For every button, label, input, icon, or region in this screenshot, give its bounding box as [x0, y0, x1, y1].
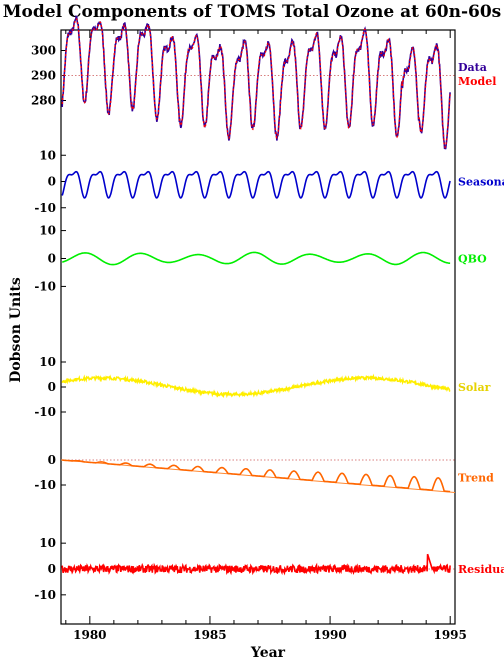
y-tick-label: 0 — [48, 252, 56, 266]
x-tick-label: 1990 — [313, 628, 346, 642]
series-line-trend — [62, 459, 451, 493]
y-tick-label: 0 — [48, 380, 56, 394]
y-tick-label: -10 — [34, 478, 56, 492]
series-label-seasonal: Seasonal — [458, 176, 504, 189]
series-label-data: Data — [458, 61, 487, 74]
series-label-solar: Solar — [458, 381, 491, 394]
x-tick-label: 1980 — [73, 628, 106, 642]
panel-trend: 0 -10 Trend — [34, 453, 494, 493]
y-tick-label: 10 — [39, 224, 56, 238]
chart-title: Model Components of TOMS Total Ozone at … — [2, 2, 502, 22]
series-line-data — [61, 15, 451, 150]
y-tick-label: -10 — [34, 588, 56, 602]
series-line-seasonal — [61, 170, 451, 199]
x-axis: 1980 1985 1990 1995 — [65, 30, 467, 642]
y-tick-label: 0 — [48, 562, 56, 576]
y-axis-label: Dobson Units — [8, 277, 24, 383]
plot-border — [60, 29, 456, 625]
y-tick-label: 290 — [31, 69, 56, 83]
series-line-residual — [61, 553, 451, 576]
y-tick-label: -10 — [34, 279, 56, 293]
x-tick-label: 1995 — [433, 628, 466, 642]
panel-residual: 10 0 -10 Residual — [34, 536, 504, 602]
panel-seasonal: 10 0 -10 Seasonal — [34, 148, 504, 215]
series-line-model — [61, 18, 451, 149]
x-tick-label: 1985 — [193, 628, 226, 642]
series-line-solar — [61, 373, 451, 399]
y-tick-label: -10 — [34, 405, 56, 419]
y-tick-label: 280 — [31, 94, 56, 108]
series-line-qbo — [62, 251, 451, 266]
y-tick-label: 10 — [39, 536, 56, 550]
series-label-trend: Trend — [458, 472, 494, 485]
x-axis-label: Year — [250, 645, 286, 661]
y-tick-label: 0 — [48, 175, 56, 189]
y-tick-label: 10 — [39, 148, 56, 162]
series-label-model: Model — [458, 75, 496, 88]
y-tick-label: 300 — [31, 44, 56, 58]
panel-qbo: 10 0 -10 QBO — [34, 224, 487, 294]
y-tick-label: 10 — [39, 355, 56, 369]
y-tick-label: -10 — [34, 201, 56, 215]
panel-solar: 10 0 -10 Solar — [34, 355, 490, 419]
series-label-residual: Residual — [458, 563, 504, 576]
y-tick-label: 0 — [48, 453, 56, 467]
plot-frame — [60, 29, 456, 625]
series-label-qbo: QBO — [458, 253, 487, 266]
